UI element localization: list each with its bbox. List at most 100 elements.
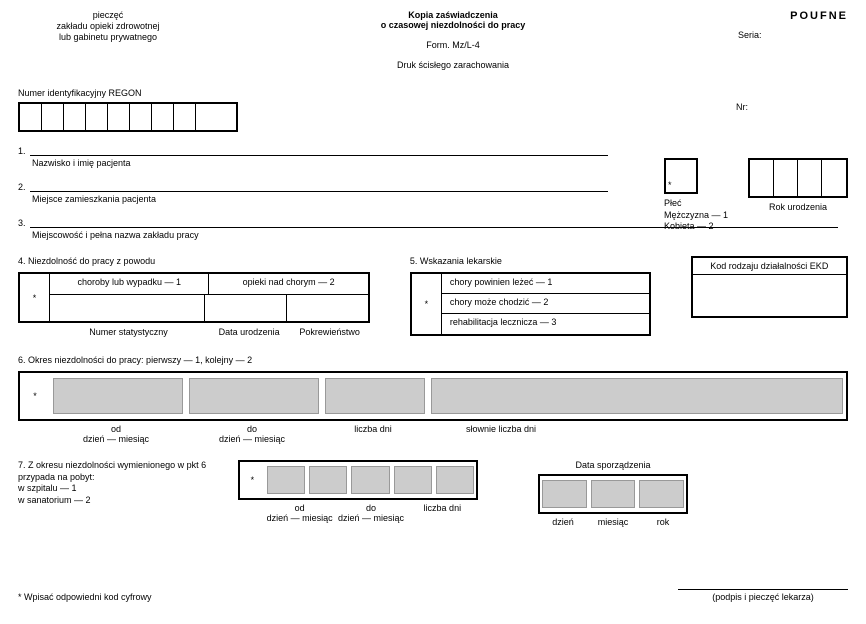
stamp-line: lub gabinetu prywatnego — [18, 32, 198, 43]
series-label: Seria: — [738, 30, 848, 40]
sec6-od2: dzień — miesiąc — [83, 434, 149, 444]
signature-label: (podpis i pieczęć lekarza) — [678, 589, 848, 602]
title-line: o czasowej niezdolności do pracy — [198, 20, 708, 30]
patient-name-input[interactable] — [30, 146, 608, 156]
date-day[interactable] — [542, 480, 587, 508]
right-header: POUFNE Seria: — [708, 10, 848, 40]
sec6-dni: liczba dni — [320, 424, 426, 444]
sec6-table: * — [18, 371, 848, 421]
sec7-line: w szpitalu — 1 — [18, 483, 208, 495]
ekd-block: Kod rodzaju działalności EKD — [691, 256, 848, 337]
sex-female: Kobieta — 2 — [664, 221, 728, 233]
sec4-cap3: Pokrewieństwo — [289, 327, 369, 337]
line-number: 3. — [18, 218, 26, 228]
regon-cell[interactable] — [196, 104, 218, 130]
stamp-line: zakładu opieki zdrowotnej — [18, 21, 198, 32]
stamp-line: pieczęć — [18, 10, 198, 21]
sec7-line: 7. Z okresu niezdolności wymienionego w … — [18, 460, 208, 483]
title-line: Kopia zaświadczenia — [198, 10, 708, 20]
address-input[interactable] — [30, 182, 608, 192]
date-r: rok — [638, 517, 688, 527]
sec6-days[interactable] — [325, 378, 425, 414]
form-note: Druk ścisłego zarachowania — [198, 60, 708, 70]
address-caption: Miejsce zamieszkania pacjenta — [32, 194, 608, 204]
sex-label: Płeć — [664, 198, 728, 210]
sec4-cap1: Numer statystyczny — [48, 327, 209, 337]
c: do — [366, 503, 376, 513]
year-cell[interactable] — [822, 160, 846, 196]
section-6: 6. Okres niezdolności do pracy: pierwszy… — [18, 355, 848, 444]
line-number: 1. — [18, 146, 26, 156]
section-5: 5. Wskazania lekarskie * chory powinien … — [410, 256, 651, 337]
sec4-cell[interactable] — [287, 295, 368, 321]
date-boxes — [538, 474, 688, 514]
sec7-to2[interactable] — [394, 466, 432, 494]
regon-cell[interactable] — [86, 104, 108, 130]
birth-year-block: Rok urodzenia — [748, 158, 848, 233]
sec5-r1: chory powinien leżeć — 1 — [442, 274, 649, 294]
sec6-do2: dzień — miesiąc — [219, 434, 285, 444]
sec7-star[interactable]: * — [240, 462, 265, 498]
sec5-title: 5. Wskazania lekarskie — [410, 256, 651, 266]
regon-boxes[interactable] — [18, 102, 238, 132]
line-number: 2. — [18, 182, 26, 192]
regon-cell[interactable] — [20, 104, 42, 130]
sec6-star[interactable]: * — [20, 373, 50, 419]
patient-name-row: 1. — [18, 146, 608, 156]
sec7-line: w sanatorium — 2 — [18, 495, 208, 507]
year-cell[interactable] — [750, 160, 774, 196]
year-cell[interactable] — [798, 160, 822, 196]
sec5-r2: chory może chodzić — 2 — [442, 294, 649, 314]
sex-male: Mężczyzna — 1 — [664, 210, 728, 222]
sec7-from2[interactable] — [309, 466, 347, 494]
sec7-table-wrap: * oddzień — miesiąc dodzień — miesiąc li… — [238, 460, 478, 523]
sec6-from[interactable] — [53, 378, 183, 414]
regon-cell[interactable] — [64, 104, 86, 130]
sec7-text: 7. Z okresu niezdolności wymienionego w … — [18, 460, 208, 507]
form-code: Form. Mz/L-4 — [198, 40, 708, 50]
c: liczba dni — [407, 503, 478, 523]
stamp-area: pieczęć zakładu opieki zdrowotnej lub ga… — [18, 10, 198, 42]
sec4-cell[interactable] — [50, 295, 205, 321]
date-year[interactable] — [639, 480, 684, 508]
regon-label: Numer identyfikacyjny REGON — [18, 88, 238, 98]
regon-cell[interactable] — [152, 104, 174, 130]
c: dzień — miesiąc — [267, 513, 333, 523]
sec5-table: * chory powinien leżeć — 1 chory może ch… — [410, 272, 651, 336]
sec6-sl: słownie liczba dni — [426, 424, 576, 444]
sex-input-box[interactable]: * — [664, 158, 698, 194]
sec6-words[interactable] — [431, 378, 843, 414]
c: od — [295, 503, 305, 513]
title-area: Kopia zaświadczenia o czasowej niezdolno… — [198, 10, 708, 70]
sec6-od: od — [111, 424, 121, 434]
c: dzień — miesiąc — [338, 513, 404, 523]
sec5-r3: rehabilitacja lecznicza — 3 — [442, 314, 649, 334]
sec7-days[interactable] — [436, 466, 474, 494]
date-block: Data sporządzenia dzień miesiąc rok — [538, 460, 688, 527]
signature-area: (podpis i pieczęć lekarza) — [678, 589, 848, 602]
sec7-table: * — [238, 460, 478, 500]
sec7-from[interactable] — [267, 466, 305, 494]
address-row: 2. — [18, 182, 608, 192]
year-cell[interactable] — [774, 160, 798, 196]
sec6-to[interactable] — [189, 378, 319, 414]
regon-cell[interactable] — [174, 104, 196, 130]
date-title: Data sporządzenia — [538, 460, 688, 470]
regon-cell[interactable] — [130, 104, 152, 130]
sec5-star[interactable]: * — [412, 274, 442, 334]
sec4-cell[interactable] — [205, 295, 287, 321]
sec4-star[interactable]: * — [20, 274, 50, 321]
date-m: miesiąc — [588, 517, 638, 527]
regon-cell[interactable] — [42, 104, 64, 130]
section-4: 4. Niezdolność do pracy z powodu * choro… — [18, 256, 370, 337]
sec7-to[interactable] — [351, 466, 389, 494]
nr-label: Nr: — [736, 102, 748, 112]
regon-block: Numer identyfikacyjny REGON — [18, 88, 238, 132]
regon-cell[interactable] — [108, 104, 130, 130]
sec4-opt2: opieki nad chorym — 2 — [209, 274, 367, 294]
sec4-opt1: choroby lub wypadku — 1 — [50, 274, 209, 294]
patient-name-caption: Nazwisko i imię pacjenta — [32, 158, 608, 168]
year-boxes[interactable] — [748, 158, 848, 198]
form-header: pieczęć zakładu opieki zdrowotnej lub ga… — [18, 10, 848, 70]
date-month[interactable] — [591, 480, 636, 508]
